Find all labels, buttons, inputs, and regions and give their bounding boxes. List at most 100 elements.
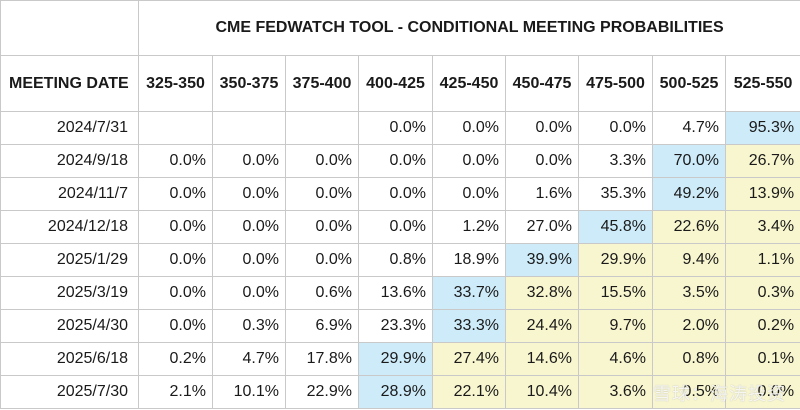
probability-cell: 3.4% — [724, 210, 800, 244]
column-header-475-500: 475-500 — [578, 55, 653, 112]
probability-cell: 0.2% — [724, 309, 800, 343]
probability-cell: 49.2% — [652, 177, 726, 211]
probability-cell: 0.0% — [212, 177, 286, 211]
probability-cell: 0.0% — [358, 144, 433, 178]
probability-cell: 14.6% — [505, 342, 579, 376]
column-header-525-550: 525-550 — [724, 55, 800, 112]
table-body: 2024/7/31 0.0% 0.0% 0.0% 0.0% 4.7% 95.3% 2024/9… — [0, 111, 800, 409]
probability-cell: 22.1% — [432, 375, 506, 409]
table-row: 2025/3/19 0.0% 0.0% 0.6% 13.6% 33.7% 32.8% 15.5… — [0, 276, 800, 310]
probability-cell: 18.9% — [432, 243, 506, 277]
probability-cell: 1.6% — [505, 177, 579, 211]
probability-cell: 10.4% — [505, 375, 579, 409]
probability-cell: 0.0% — [432, 177, 506, 211]
table-row: 2024/12/18 0.0% 0.0% 0.0% 0.0% 1.2% 27.0% 45.8%… — [0, 210, 800, 244]
probability-cell: 0.0% — [138, 276, 213, 310]
meeting-date-cell: 2025/6/18 — [0, 342, 139, 376]
probability-cell: 22.9% — [285, 375, 359, 409]
probability-cell: 0.1% — [724, 342, 800, 376]
column-header-400-425: 400-425 — [358, 55, 433, 112]
meeting-date-cell: 2024/12/18 — [0, 210, 139, 244]
probability-cell — [212, 111, 286, 145]
probability-cell: 0.0% — [212, 276, 286, 310]
probability-cell: 26.7% — [724, 144, 800, 178]
title-row: CME FEDWATCH TOOL - CONDITIONAL MEETING … — [0, 0, 800, 56]
probability-cell: 13.9% — [724, 177, 800, 211]
table-row: 2025/7/30 2.1% 10.1% 22.9% 28.9% 22.1% 10.4% 3.… — [0, 375, 800, 409]
probability-cell: 17.8% — [285, 342, 359, 376]
probability-cell: 1.1% — [724, 243, 800, 277]
corner-cell — [0, 0, 139, 56]
probability-cell: 4.7% — [652, 111, 726, 145]
probability-cell: 0.3% — [212, 309, 286, 343]
probability-cell: 3.6% — [578, 375, 653, 409]
probability-cell: 29.9% — [578, 243, 653, 277]
probability-cell: 0.0% — [138, 309, 213, 343]
probability-cell: 45.8% — [578, 210, 653, 244]
probability-cell — [285, 111, 359, 145]
column-header-450-475: 450-475 — [505, 55, 579, 112]
meeting-date-cell: 2024/7/31 — [0, 111, 139, 145]
probability-cell: 0.0% — [212, 144, 286, 178]
column-header-row: MEETING DATE 325-350 350-375 375-400 400-42… — [0, 55, 800, 112]
probability-cell: 0.0% — [138, 210, 213, 244]
probability-cell: 70.0% — [652, 144, 726, 178]
probability-cell: 0.0% — [724, 375, 800, 409]
probability-cell: 33.7% — [432, 276, 506, 310]
column-header-325-350: 325-350 — [138, 55, 213, 112]
table-row: 2025/6/18 0.2% 4.7% 17.8% 29.9% 27.4% 14.6% 4.6… — [0, 342, 800, 376]
probability-cell: 13.6% — [358, 276, 433, 310]
probability-cell: 39.9% — [505, 243, 579, 277]
table-title: CME FEDWATCH TOOL - CONDITIONAL MEETING … — [137, 0, 800, 56]
probability-cell: 4.6% — [578, 342, 653, 376]
meeting-date-cell: 2025/3/19 — [0, 276, 139, 310]
meeting-date-header: MEETING DATE — [0, 55, 139, 112]
probability-cell: 0.8% — [358, 243, 433, 277]
probability-cell: 0.0% — [212, 210, 286, 244]
meeting-date-cell: 2024/11/7 — [0, 177, 139, 211]
meeting-date-cell: 2025/1/29 — [0, 243, 139, 277]
probability-cell: 22.6% — [652, 210, 726, 244]
probability-cell: 95.3% — [724, 111, 800, 145]
probability-cell: 15.5% — [578, 276, 653, 310]
probability-cell: 0.6% — [285, 276, 359, 310]
column-header-375-400: 375-400 — [285, 55, 359, 112]
table-row: 2024/11/7 0.0% 0.0% 0.0% 0.0% 0.0% 1.6% 35.3% 49… — [0, 177, 800, 211]
probability-cell: 28.9% — [358, 375, 433, 409]
probability-cell: 35.3% — [578, 177, 653, 211]
probability-cell: 0.0% — [358, 210, 433, 244]
probability-cell: 0.0% — [285, 144, 359, 178]
probability-cell: 0.0% — [358, 111, 433, 145]
probability-cell: 23.3% — [358, 309, 433, 343]
probability-cell: 0.8% — [652, 342, 726, 376]
probability-cell: 0.3% — [724, 276, 800, 310]
probability-cell: 1.2% — [432, 210, 506, 244]
probability-cell: 3.3% — [578, 144, 653, 178]
probability-cell: 0.0% — [138, 177, 213, 211]
probability-cell: 0.0% — [212, 243, 286, 277]
probability-cell: 0.0% — [505, 144, 579, 178]
probability-cell: 6.9% — [285, 309, 359, 343]
probability-cell: 0.0% — [432, 111, 506, 145]
probability-cell: 0.0% — [432, 144, 506, 178]
probability-cell: 0.0% — [138, 243, 213, 277]
probability-cell: 0.0% — [358, 177, 433, 211]
probability-cell: 27.4% — [432, 342, 506, 376]
probability-cell: 0.2% — [138, 342, 213, 376]
table-row: 2025/4/30 0.0% 0.3% 6.9% 23.3% 33.3% 24.4% 9.7%… — [0, 309, 800, 343]
probability-cell: 0.0% — [505, 111, 579, 145]
probability-cell: 2.0% — [652, 309, 726, 343]
probability-cell: 0.0% — [285, 177, 359, 211]
column-header-500-525: 500-525 — [652, 55, 726, 112]
probability-cell: 10.1% — [212, 375, 286, 409]
probability-cell: 0.0% — [285, 243, 359, 277]
probability-cell: 0.0% — [578, 111, 653, 145]
probability-cell: 27.0% — [505, 210, 579, 244]
probability-cell — [138, 111, 213, 145]
probability-cell: 9.4% — [652, 243, 726, 277]
probability-cell: 0.0% — [138, 144, 213, 178]
meeting-date-cell: 2025/4/30 — [0, 309, 139, 343]
probability-cell: 33.3% — [432, 309, 506, 343]
probability-cell: 0.5% — [652, 375, 726, 409]
